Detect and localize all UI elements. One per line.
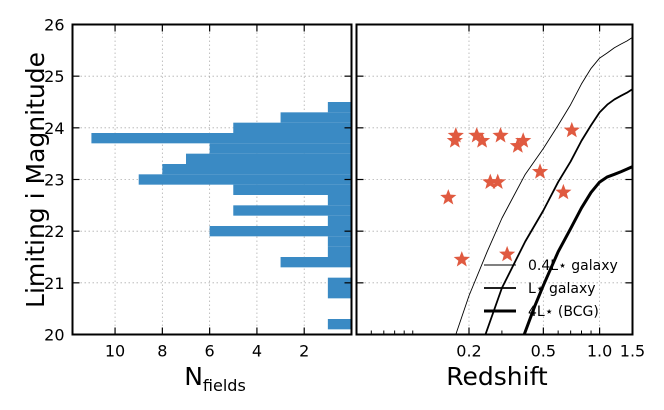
histogram-bar	[209, 143, 352, 154]
redshift-x-tick-label: 0.2	[456, 342, 481, 361]
cluster-points	[440, 121, 580, 267]
legend-label: L⋆ galaxy	[528, 281, 596, 297]
model-curve	[522, 165, 634, 336]
histogram-bar	[327, 102, 352, 113]
legend-label: 4L⋆ (BCG)	[528, 304, 599, 320]
histogram-bars	[91, 102, 352, 330]
y-tick-label: 22	[44, 222, 64, 241]
cluster-star-point	[474, 132, 491, 148]
histogram-bar	[327, 195, 352, 206]
redshift-ticks: 0.2 0.5 1.0 1.5	[356, 23, 645, 361]
y-tick-label: 23	[44, 171, 64, 190]
model-curve	[484, 88, 633, 335]
histogram-ticks: 10 8 6 4 2 20 21 22 23 24 25 26	[44, 16, 352, 361]
cluster-star-point	[555, 183, 572, 200]
histogram-bar	[280, 257, 352, 268]
cluster-star-point	[440, 189, 457, 205]
histogram-bar	[233, 184, 352, 195]
histogram-panel: 10 8 6 4 2 20 21 22 23 24 25 26 Limiting i Magnitud…	[21, 16, 353, 395]
redshift-x-tick-label: 0.5	[531, 342, 556, 361]
x-axis-title-subscript: fields	[203, 376, 246, 395]
cluster-star-point	[563, 121, 580, 138]
x-axis-title-redshift: Redshift	[446, 362, 548, 391]
x-axis-title-nfields: Nfields	[184, 362, 246, 395]
legend-label: 0.4L⋆ galaxy	[528, 258, 618, 274]
histogram-x-tick-label: 8	[157, 342, 167, 361]
y-tick-label: 24	[44, 119, 64, 138]
histogram-x-tick-label: 6	[205, 342, 215, 361]
histogram-bar	[327, 277, 352, 288]
cluster-star-point	[468, 127, 485, 143]
redshift-panel: 0.2 0.5 1.0 1.5 Redshift 0.4L⋆ galaxy L⋆ gal…	[355, 23, 645, 391]
histogram-bar	[209, 226, 352, 237]
x-axis-title-main: N	[184, 362, 203, 391]
histogram-bar	[233, 205, 352, 216]
model-curve	[455, 37, 633, 335]
cluster-star-point	[482, 173, 499, 189]
histogram-bar	[280, 112, 352, 123]
histogram-bar	[91, 133, 352, 144]
histogram-bar	[185, 153, 352, 164]
legend: 0.4L⋆ galaxy L⋆ galaxy 4L⋆ (BCG)	[484, 258, 618, 320]
histogram-bar	[327, 246, 352, 257]
histogram-x-tick-label: 4	[252, 342, 262, 361]
histogram-bar	[138, 174, 352, 185]
histogram-x-tick-label: 2	[299, 342, 309, 361]
y-tick-label: 25	[44, 67, 64, 86]
redshift-x-tick-label: 1.5	[620, 342, 645, 361]
histogram-x-tick-label: 10	[105, 342, 125, 361]
histogram-bar	[327, 215, 352, 226]
cluster-star-point	[492, 127, 509, 143]
cluster-star-point	[515, 132, 532, 148]
cluster-star-point	[531, 163, 549, 179]
y-tick-label: 20	[44, 326, 64, 345]
histogram-bar	[162, 164, 352, 175]
y-tick-label: 26	[44, 16, 64, 35]
cluster-star-point	[446, 132, 463, 148]
cluster-star-point	[447, 127, 464, 143]
cluster-star-point	[489, 173, 506, 189]
model-curves	[455, 37, 634, 336]
cluster-star-point	[499, 245, 516, 262]
y-axis-title: Limiting i Magnitude	[21, 52, 50, 308]
y-tick-label: 21	[44, 274, 64, 293]
cluster-star-point	[453, 251, 470, 267]
redshift-x-tick-label: 1.0	[587, 342, 612, 361]
histogram-bar	[233, 122, 352, 133]
histogram-bar	[327, 236, 352, 247]
histogram-bar	[327, 288, 352, 299]
histogram-bar	[327, 319, 352, 330]
cluster-star-point	[509, 137, 526, 153]
